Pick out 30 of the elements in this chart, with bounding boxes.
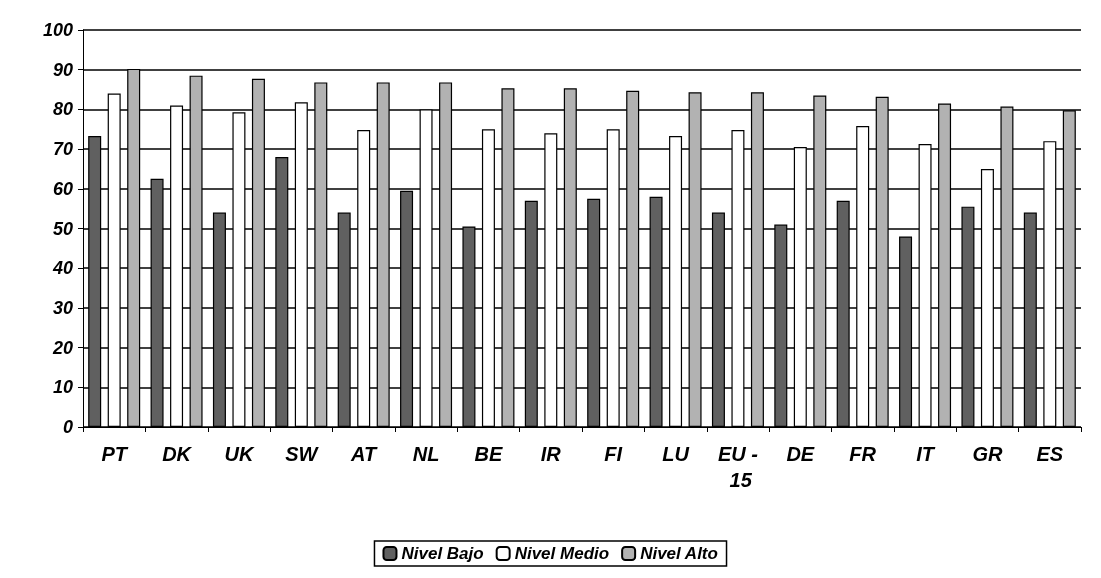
x-tick-label: FI bbox=[604, 443, 623, 465]
x-tick-label: UK bbox=[224, 443, 255, 465]
x-tick-label: IT bbox=[916, 443, 936, 465]
legend-label: Nivel Medio bbox=[514, 544, 610, 563]
y-tick-label: 80 bbox=[52, 99, 73, 120]
x-tick-label: PT bbox=[101, 443, 129, 465]
x-tick-label: IR bbox=[540, 443, 562, 465]
y-tick-label: 0 bbox=[62, 417, 73, 437]
x-tick-label: DK bbox=[162, 443, 193, 465]
x-tick-label: LU bbox=[662, 443, 690, 465]
x-tick-label: DE bbox=[786, 443, 815, 465]
y-tick-label: 20 bbox=[51, 337, 73, 358]
x-tick-label: SW bbox=[285, 443, 320, 465]
legend-label: Nivel Alto bbox=[640, 544, 718, 563]
y-tick-label: 40 bbox=[51, 258, 73, 279]
legend-label: Nivel Bajo bbox=[401, 544, 484, 563]
x-tick-label: EU - 15 bbox=[717, 443, 759, 491]
y-tick-label: 70 bbox=[52, 139, 73, 160]
x-tick-label: GR bbox=[972, 443, 1003, 465]
x-tick-label: ES bbox=[1036, 443, 1064, 465]
y-tick-label: 30 bbox=[52, 297, 73, 318]
y-tick-label: 50 bbox=[52, 218, 73, 239]
y-tick-label: 60 bbox=[52, 178, 73, 199]
x-tick-label: BE bbox=[474, 443, 503, 465]
x-tick-label: NL bbox=[412, 443, 440, 465]
x-tick-label: AT bbox=[350, 443, 379, 465]
y-tick-label: 90 bbox=[52, 59, 73, 80]
x-tick-label: FR bbox=[849, 443, 877, 465]
y-tick-label: 10 bbox=[52, 377, 73, 398]
y-tick-label: 100 bbox=[42, 20, 73, 40]
